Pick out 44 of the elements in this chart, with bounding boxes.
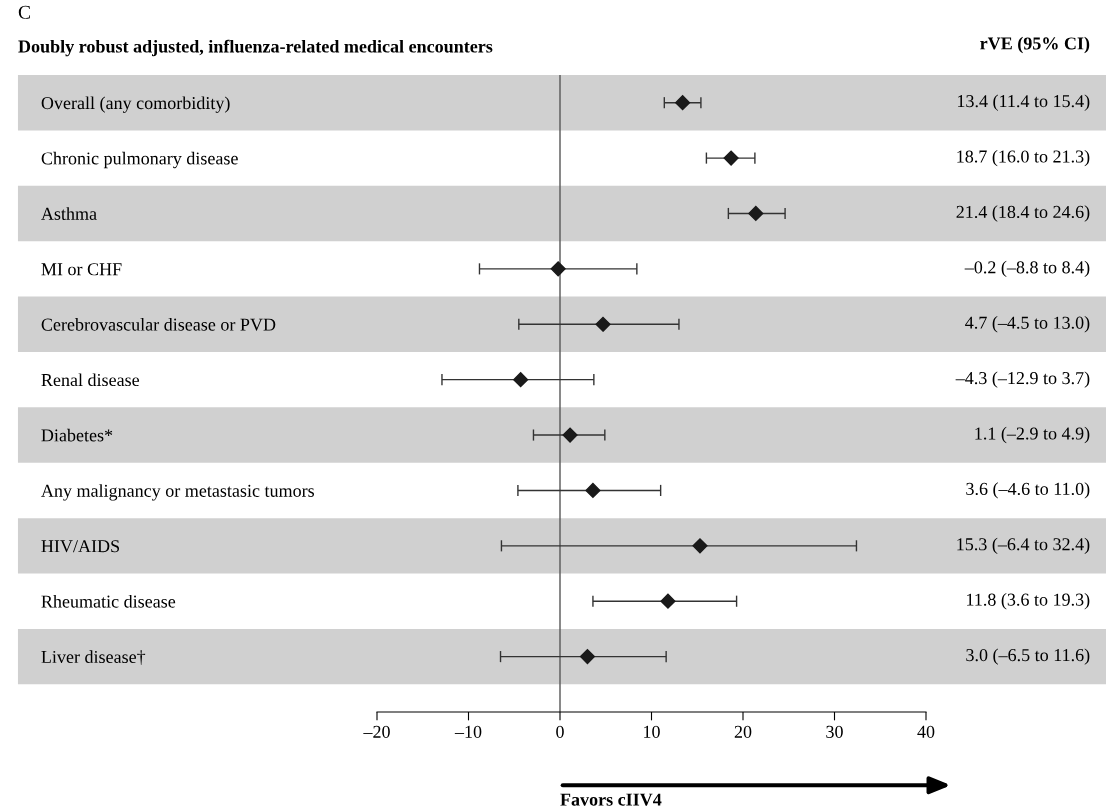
y-tick-label: MI or CHF <box>41 263 122 276</box>
point <box>585 482 601 499</box>
y-tick-label: Liver disease† <box>41 650 146 665</box>
x-tick-label: 0 <box>556 725 564 738</box>
data-label: 3.6 (–4.6 to 11.0) <box>966 482 1090 499</box>
point <box>562 427 578 443</box>
y-tick-label: HIV/AIDS <box>41 540 120 553</box>
point <box>550 261 566 277</box>
data-label: 11.8 (3.6 to 19.3) <box>967 593 1090 610</box>
x-tick-label: 40 <box>917 725 935 738</box>
x-tick-label: –20 <box>363 725 390 738</box>
data-label: 21.4 (18.4 to 24.6) <box>956 205 1090 222</box>
point <box>595 316 611 332</box>
data-label: 4.7 (–4.5 to 13.0) <box>965 316 1090 333</box>
x-tick-label: 10 <box>644 725 660 738</box>
chart-title: Doubly robust adjusted, influenza-related medical encounters <box>18 39 493 57</box>
x-tick-label: 30 <box>826 725 843 738</box>
x-tick-label: –10 <box>454 725 482 738</box>
text: C <box>18 5 30 19</box>
y-tick-label: Overall (any comorbidity) <box>41 96 230 113</box>
text: Favors cIIV4 <box>560 793 662 806</box>
point <box>692 538 708 554</box>
x-tick-label: 20 <box>734 725 752 738</box>
point <box>748 205 764 222</box>
data-label: 13.4 (11.4 to 15.4) <box>958 94 1090 111</box>
y-tick-label: Diabetes* <box>41 428 113 442</box>
point <box>660 593 676 609</box>
y-tick-label: Renal disease <box>41 373 140 387</box>
point <box>513 372 529 388</box>
data-label: 15.3 (–6.4 to 32.4) <box>957 537 1090 555</box>
data-label: 1.1 (–2.9 to 4.9) <box>975 426 1090 444</box>
point <box>723 150 739 166</box>
y-tick-label: Chronic pulmonary disease <box>41 151 238 169</box>
data-label: 18.7 (16.0 to 21.3) <box>957 149 1090 167</box>
y-tick-label: Rheumatic disease <box>41 594 176 608</box>
data-label: 3.0 (–6.5 to 11.6) <box>966 648 1090 665</box>
point <box>675 95 691 111</box>
y-tick-label: Asthma <box>41 207 97 220</box>
y-tick-label: Cerebrovascular disease or PVD <box>41 318 276 331</box>
text: rVE (95% CI) <box>980 36 1090 54</box>
data-label: –4.3 (–12.9 to 3.7) <box>955 371 1090 388</box>
y-tick-label: Any malignancy or metastasic tumors <box>41 484 315 501</box>
point <box>579 649 596 665</box>
data-label: –0.2 (–8.8 to 8.4) <box>964 260 1090 278</box>
